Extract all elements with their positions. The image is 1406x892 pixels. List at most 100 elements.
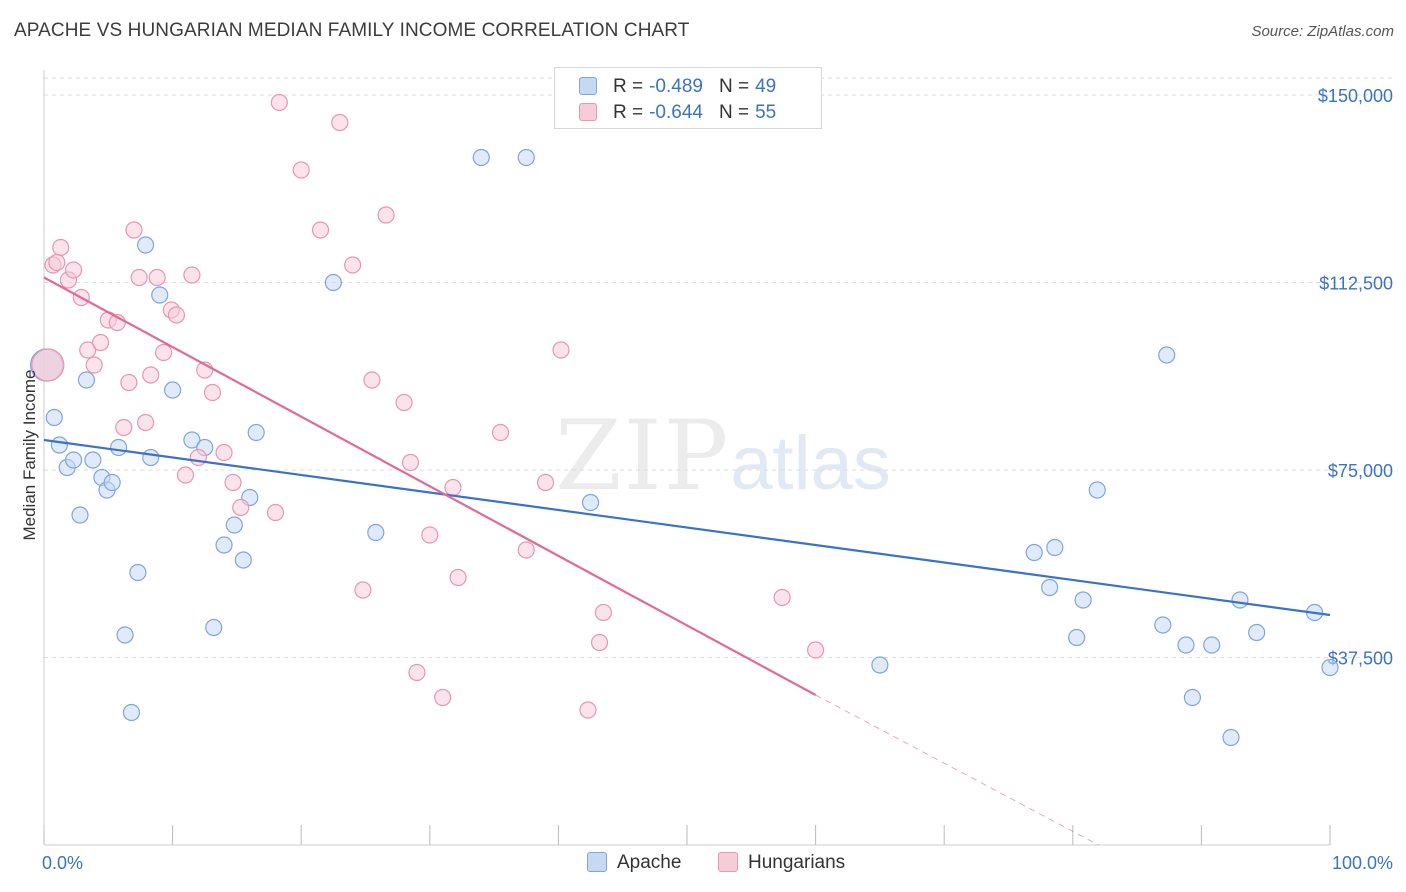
apache-point — [129, 563, 147, 582]
apache-point — [1231, 591, 1249, 609]
hungarians-point — [773, 588, 791, 607]
apache-point — [1158, 346, 1176, 364]
apache-point — [234, 551, 252, 569]
apache-point — [472, 148, 490, 167]
hungarians-point — [517, 541, 535, 559]
y-axis-label: Median Family Income — [20, 369, 39, 541]
hungarians-point — [434, 688, 452, 707]
apache-point — [1046, 538, 1064, 557]
hungarians-point — [421, 526, 439, 544]
legend-item-apache[interactable]: Apache — [587, 852, 681, 874]
hungarians-trend-extension — [815, 694, 1099, 846]
hungarians-point — [806, 641, 825, 659]
apache-point — [205, 618, 223, 637]
legend-label: Apache — [617, 852, 682, 873]
apache-point — [1183, 688, 1201, 707]
source-label: Source: ZipAtlas.com — [1251, 23, 1394, 40]
apache-trend-line — [43, 438, 1331, 617]
apache-point — [324, 273, 342, 292]
y-tick-label: $75,000 — [1328, 461, 1393, 481]
apache-swatch — [587, 852, 607, 872]
series-legend: Apache Hungarians — [0, 852, 1406, 876]
hungarians-trend-line — [43, 276, 817, 696]
apache-point — [1248, 623, 1266, 642]
hungarians-point — [449, 568, 467, 587]
apache-point — [1177, 636, 1195, 654]
hungarians-point — [125, 221, 143, 239]
n-label: N = — [718, 76, 750, 97]
apache-point — [109, 438, 128, 457]
hungarians-point — [344, 256, 362, 274]
apache-point — [581, 493, 600, 512]
watermark-atlas: atlas — [730, 421, 891, 506]
apache-point — [142, 448, 160, 467]
apache-point — [45, 408, 63, 427]
hungarians-point — [232, 498, 250, 517]
hungarians-point — [331, 113, 349, 132]
hungarians-point — [491, 423, 510, 442]
hungarians-point — [270, 93, 288, 112]
hungarians-point — [120, 373, 138, 392]
y-tick-label: $150,000 — [1318, 86, 1393, 106]
apache-point — [71, 506, 89, 524]
hungarians-point — [176, 466, 195, 484]
hungarians-point — [377, 206, 395, 224]
x-tick-label-max: 100.0% — [1332, 853, 1393, 873]
apache-point — [215, 536, 233, 554]
hungarians-point — [311, 221, 330, 239]
hungarians-swatch — [579, 103, 597, 121]
hungarians-point — [552, 341, 570, 359]
hungarians-swatch — [718, 852, 738, 872]
hungarians-point — [167, 306, 186, 324]
apache-point — [77, 371, 96, 389]
n-value: 55 — [755, 102, 777, 123]
hungarians-point — [266, 503, 285, 522]
legend-item-hungarians[interactable]: Hungarians — [718, 852, 845, 874]
hungarians-point — [408, 663, 426, 682]
r-value: -0.644 — [649, 102, 703, 123]
hungarians-point — [590, 633, 609, 652]
stats-legend: R = -0.489 N = 49 R = -0.644 N = 55 — [554, 67, 822, 129]
hungarians-point — [594, 603, 613, 622]
n-value: 49 — [755, 76, 777, 97]
apache-point — [122, 703, 141, 722]
apache-point — [103, 473, 121, 492]
hungarians-point — [292, 161, 310, 179]
apache-point — [225, 516, 243, 534]
apache-swatch — [579, 77, 597, 95]
hungarians-point — [536, 473, 555, 492]
hungarians-point — [203, 383, 222, 402]
r-label: R = — [613, 102, 644, 123]
hungarians-point — [183, 266, 201, 284]
watermark-zip: ZIP — [555, 400, 731, 512]
r-label: R = — [613, 76, 644, 97]
hungarians-point — [85, 356, 103, 374]
apache-point — [116, 626, 134, 644]
apache-point — [164, 381, 182, 399]
hungarians-point — [401, 453, 420, 472]
hungarians-point — [354, 581, 372, 599]
apache-point — [136, 236, 155, 254]
apache-point — [1041, 578, 1059, 597]
hungarians-point — [215, 443, 233, 462]
apache-point — [1321, 658, 1339, 677]
legend-label: Hungarians — [748, 852, 846, 873]
hungarians-point — [79, 341, 97, 359]
y-tick-label: $112,500 — [1319, 274, 1393, 294]
chart-title: APACHE VS HUNGARIAN MEDIAN FAMILY INCOME… — [14, 20, 690, 41]
apache-point — [1203, 636, 1221, 654]
apache-point — [247, 423, 265, 442]
apache-point — [1088, 481, 1106, 499]
apache-point — [1154, 616, 1172, 634]
hungarians-point — [154, 343, 173, 362]
watermark: ZIPatlas — [555, 400, 891, 512]
apache-point — [517, 148, 535, 167]
apache-point — [367, 523, 385, 542]
hungarians-point — [224, 473, 242, 492]
stats-legend-row-apache: R = -0.489 N = 49 — [579, 76, 776, 100]
hungarians-point — [91, 333, 110, 352]
apache-point — [183, 431, 201, 449]
apache-point — [1222, 728, 1240, 747]
y-tick-label: $37,500 — [1328, 649, 1393, 669]
